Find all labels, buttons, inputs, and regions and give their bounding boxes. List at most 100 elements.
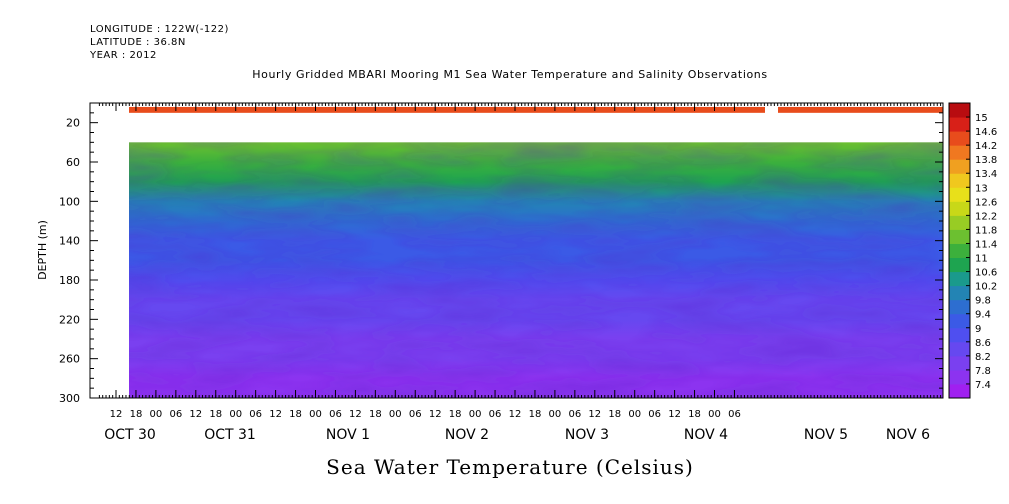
- colorbar-swatch: [949, 383, 970, 399]
- colorbar-swatch: [949, 313, 970, 329]
- x-hour-label: 00: [309, 409, 322, 420]
- x-hour-label: 18: [529, 409, 542, 420]
- colorbar-label: 14.6: [975, 127, 997, 138]
- x-hour-label: 12: [588, 409, 601, 420]
- latitude-label: LATITUDE : 36.8N: [90, 37, 186, 48]
- x-hour-label: 12: [429, 409, 442, 420]
- x-hour-label: 12: [509, 409, 522, 420]
- colorbar-swatch: [949, 327, 970, 343]
- colorbar-label: 10.2: [975, 282, 997, 293]
- x-hour-label: 06: [568, 409, 581, 420]
- y-tick-label: 220: [59, 313, 80, 326]
- x-hour-label: 12: [110, 409, 123, 420]
- colorbar-swatch: [949, 173, 970, 188]
- x-day-label: NOV 5: [804, 427, 848, 443]
- x-axis-title: Sea Water Temperature (Celsius): [326, 455, 694, 479]
- y-tick-label: 140: [59, 235, 80, 248]
- colorbar-swatch: [949, 271, 970, 287]
- colorbar-label: 8.6: [975, 338, 991, 349]
- colorbar-label: 10.6: [975, 268, 997, 279]
- x-day-label: NOV 6: [886, 427, 930, 443]
- x-day-label: OCT 31: [204, 427, 256, 443]
- colorbar-label: 8.2: [975, 352, 991, 363]
- x-day-label: NOV 4: [684, 427, 728, 443]
- colorbar-swatch: [949, 187, 970, 202]
- colorbar-label: 13: [975, 183, 988, 194]
- x-hour-label: 18: [369, 409, 382, 420]
- x-hour-label: 00: [708, 409, 721, 420]
- y-axis-label: DEPTH (m): [36, 220, 49, 280]
- x-hour-label: 18: [449, 409, 462, 420]
- x-hour-label: 00: [469, 409, 482, 420]
- y-tick-label: 100: [59, 195, 80, 208]
- colorbar-label: 13.4: [975, 169, 997, 180]
- x-hour-label: 00: [229, 409, 242, 420]
- colorbar-swatch: [949, 229, 970, 244]
- chart-title: Hourly Gridded MBARI Mooring M1 Sea Wate…: [252, 68, 768, 81]
- plot-area: [129, 106, 943, 398]
- x-hour-label: 12: [349, 409, 362, 420]
- colorbar-label: 13.8: [975, 155, 997, 166]
- x-hour-label: 06: [409, 409, 422, 420]
- colorbar-label: 14.2: [975, 141, 997, 152]
- colorbar-swatch: [949, 145, 970, 160]
- x-hour-label: 06: [169, 409, 182, 420]
- y-tick-label: 180: [59, 274, 80, 287]
- x-day-label: NOV 3: [565, 427, 609, 443]
- x-hour-label: 06: [648, 409, 661, 420]
- x-hour-label: 12: [189, 409, 202, 420]
- colorbar-label: 11.8: [975, 225, 997, 236]
- colorbar-swatch: [949, 215, 970, 230]
- x-day-label: NOV 2: [445, 427, 489, 443]
- colorbar-label: 11.4: [975, 239, 997, 250]
- x-day-label: NOV 1: [326, 427, 370, 443]
- x-hour-label: 18: [608, 409, 621, 420]
- x-hour-label: 00: [389, 409, 402, 420]
- colorbar-swatch: [949, 257, 970, 273]
- colorbar-swatch: [949, 103, 970, 118]
- colorbar-swatch: [949, 341, 970, 357]
- colorbar-swatch: [949, 159, 970, 174]
- x-hour-label: 18: [688, 409, 701, 420]
- surface-series: [129, 106, 765, 113]
- x-hour-label: 06: [728, 409, 741, 420]
- x-hour-label: 12: [269, 409, 282, 420]
- colorbar: 7.4 7.8 8.2 8.6 9 9.4 9.8 10.2 10.6 11 11.4 11.8 12.…: [948, 102, 997, 399]
- longitude-label: LONGITUDE : 122W(-122): [90, 24, 229, 35]
- colorbar-label: 9: [975, 324, 981, 335]
- x-hour-label: 18: [209, 409, 222, 420]
- colorbar-label: 9.4: [975, 310, 991, 321]
- y-tick-label: 20: [66, 117, 80, 130]
- colorbar-swatch: [949, 355, 970, 371]
- x-hour-label: 12: [668, 409, 681, 420]
- temperature-variability: [129, 142, 943, 398]
- x-hour-label: 06: [249, 409, 262, 420]
- colorbar-frame: [948, 102, 971, 399]
- x-hour-label: 00: [549, 409, 562, 420]
- x-day-label: OCT 30: [104, 427, 156, 443]
- colorbar-swatch: [949, 201, 970, 216]
- colorbar-swatch: [949, 117, 970, 132]
- y-tick-label: 260: [59, 353, 80, 366]
- x-hour-label: 06: [329, 409, 342, 420]
- x-hour-label: 06: [489, 409, 502, 420]
- colorbar-label: 12.6: [975, 197, 997, 208]
- colorbar-label: 7.8: [975, 366, 991, 377]
- y-tick-label: 300: [59, 392, 80, 405]
- colorbar-label: 15: [975, 113, 988, 124]
- axes: 20 60 100 140 180 220 260 300 12 18 00 06 12 18 00 06 12…: [59, 102, 944, 443]
- colorbar-swatch: [949, 131, 970, 146]
- surface-series: [778, 106, 943, 113]
- x-hour-label: 18: [130, 409, 143, 420]
- y-tick-label: 60: [66, 156, 80, 169]
- colorbar-swatch: [949, 369, 970, 385]
- colorbar-label: 12.2: [975, 211, 997, 222]
- x-hour-label: 18: [289, 409, 302, 420]
- colorbar-label: 7.4: [975, 380, 991, 391]
- x-hour-label: 00: [628, 409, 641, 420]
- x-hour-label: 00: [150, 409, 163, 420]
- year-label: YEAR : 2012: [90, 50, 157, 61]
- colorbar-swatch: [949, 243, 970, 259]
- colorbar-label: 11: [975, 254, 988, 265]
